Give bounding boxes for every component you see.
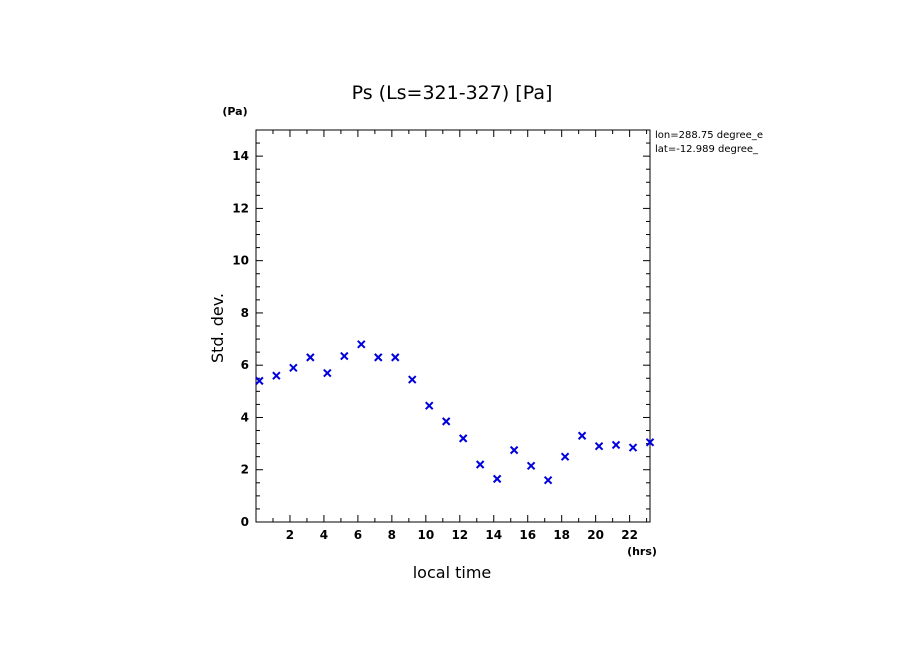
data-point — [289, 363, 298, 373]
data-point — [425, 401, 434, 410]
x-tick-label: 10 — [417, 528, 434, 542]
chart-title: Ps (Ls=321-327) [Pa] — [352, 82, 553, 104]
x-tick-label: 12 — [451, 528, 468, 542]
data-point — [577, 431, 587, 440]
lat-annotation: lat=-12.989 degree_ — [655, 144, 759, 155]
data-point — [374, 353, 383, 362]
data-point — [543, 475, 553, 485]
data-point — [475, 460, 485, 469]
x-tick-label: 22 — [621, 528, 638, 542]
y-axis-label: Std. dev. — [208, 293, 227, 363]
data-point — [492, 474, 502, 484]
data-point — [560, 452, 570, 461]
x-tick-label: 20 — [587, 528, 604, 542]
data-point — [458, 434, 468, 443]
tick-labels: 2 4 6 8 10 12 14 16 18 20 22 0 2 4 6 8 10 12 14 — [232, 149, 638, 542]
data-point — [645, 438, 655, 447]
data-point — [391, 353, 400, 362]
x-tick-label: 6 — [354, 528, 362, 542]
x-tick-label: 4 — [320, 528, 328, 542]
x-tick-label: 18 — [553, 528, 570, 542]
data-point — [594, 442, 604, 451]
y-unit-label: (Pa) — [222, 105, 247, 118]
x-unit-label: (hrs) — [627, 545, 657, 558]
y-tick-label: 2 — [241, 463, 249, 477]
x-tick-label: 8 — [388, 528, 396, 542]
y-tick-label: 14 — [232, 149, 249, 163]
x-tick-label: 14 — [485, 528, 502, 542]
y-tick-label: 6 — [241, 358, 249, 372]
lon-annotation: lon=288.75 degree_e — [655, 130, 763, 141]
y-tick-label: 4 — [241, 410, 249, 424]
plot-frame — [255, 129, 651, 523]
data-point — [340, 351, 349, 361]
annotation-clip-cover — [779, 125, 904, 160]
data-point — [628, 443, 638, 452]
data-point — [526, 461, 536, 471]
y-tick-label: 12 — [232, 201, 249, 215]
data-point — [408, 375, 417, 384]
data-point — [441, 417, 451, 426]
data-point — [323, 368, 332, 378]
x-tick-label: 2 — [286, 528, 294, 542]
data-point — [306, 353, 315, 362]
data-point — [357, 340, 366, 349]
axis-ticks — [256, 130, 650, 522]
y-tick-label: 0 — [241, 515, 249, 529]
y-tick-label: 8 — [241, 306, 249, 320]
data-point — [611, 440, 621, 450]
data-points — [255, 340, 655, 485]
x-axis-label: local time — [413, 563, 492, 582]
data-point — [272, 371, 281, 380]
x-tick-label: 16 — [519, 528, 536, 542]
y-tick-label: 10 — [232, 254, 249, 268]
data-point — [255, 376, 264, 386]
data-point — [509, 445, 519, 455]
